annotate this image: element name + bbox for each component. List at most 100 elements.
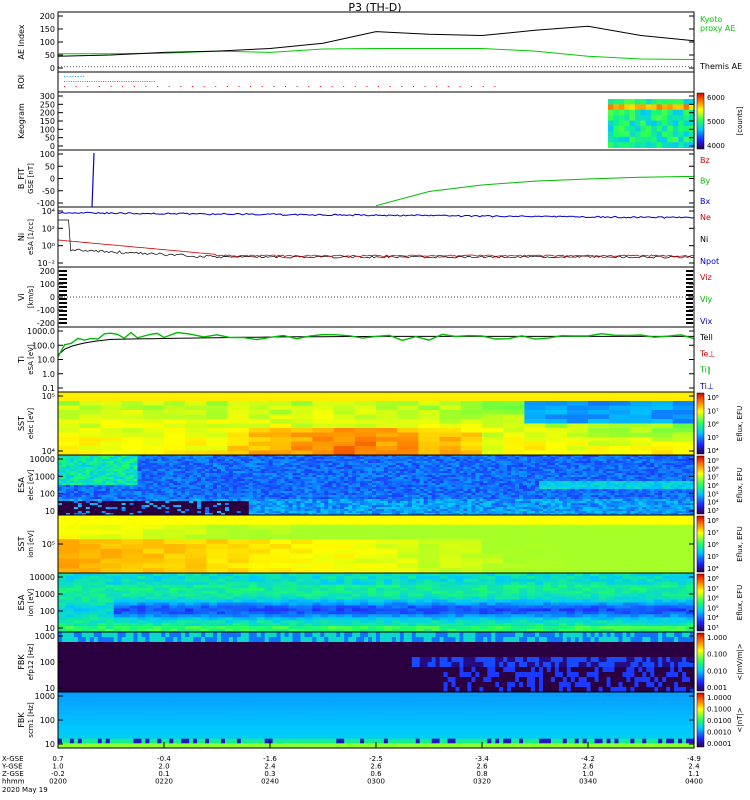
spectro-cell-esa-elec (288, 465, 294, 468)
spectro-cell-esa-elec (419, 485, 425, 488)
spectro-cell-esa-elec (129, 473, 135, 476)
spectro-cell-esa-elec (598, 481, 604, 484)
spectro-cell-esa-elec (427, 501, 433, 504)
spectro-cell-esa-elec (153, 505, 158, 508)
spectro-cell-esa-elec (471, 471, 476, 474)
spectro-cell-esa-elec (62, 507, 67, 510)
spectro-cell-esa-elec (562, 497, 568, 500)
spectro-cell-esa-elec (503, 495, 508, 498)
spectro-cell-esa-elec (622, 479, 628, 482)
spectro-cell-esa-elec (105, 491, 111, 494)
spectro-cell-esa-elec (491, 465, 496, 468)
spectro-cell-esa-elec (300, 493, 306, 496)
spectro-cell-esa-elec (93, 479, 99, 482)
spectro-cell-esa-elec (519, 465, 524, 468)
spectro-cell-esa-elec (105, 489, 111, 492)
spectro-cell-esa-elec (356, 481, 361, 484)
spectro-cell-sst-elec (376, 405, 398, 411)
spectro-cell-esa-elec (626, 497, 631, 500)
spectro-cell-esa-elec (288, 467, 294, 470)
spectro-cell-esa-elec (332, 505, 337, 508)
spectro-cell-esa-elec (435, 487, 441, 490)
spectro-cell-esa-elec (550, 501, 556, 504)
spectro-cell-esa-elec (459, 455, 465, 458)
spectro-cell-esa-elec (173, 459, 178, 462)
spectro-cell-sst-elec (79, 437, 101, 443)
spectro-cell-esa-elec (280, 501, 286, 504)
spectro-cell-esa-elec (407, 513, 413, 516)
spectro-cell-sst-elec (185, 401, 207, 407)
spectro-cell-esa-elec (543, 461, 548, 464)
spectro-cell-esa-elec (304, 477, 310, 480)
spectro-cell-esa-elec (356, 459, 361, 462)
spectro-cell-esa-elec (232, 493, 238, 496)
spectro-cell-esa-elec (558, 493, 564, 496)
spectro-cell-sst-elec (79, 414, 101, 420)
spectro-cell-sst-elec (503, 450, 525, 456)
spectro-cell-esa-elec (451, 459, 457, 462)
spectro-cell-esa-elec (562, 485, 568, 488)
spectro-cell-esa-elec (451, 511, 457, 514)
spectro-cell-esa-elec (121, 483, 127, 486)
spectro-cell-esa-elec (81, 479, 87, 482)
spectro-cell-esa-elec (352, 485, 357, 488)
spectro-cell-esa-elec (344, 507, 349, 510)
spectro-cell-esa-elec (415, 477, 421, 480)
spectro-cell-esa-elec (447, 485, 453, 488)
spectro-cell-esa-elec (62, 477, 67, 480)
spectro-cell-esa-elec (256, 499, 262, 502)
spectro-cell-esa-elec (189, 479, 194, 482)
spectro-cell-esa-elec (459, 487, 465, 490)
spectro-cell-esa-elec (602, 513, 608, 516)
spectro-cell-sst-elec (100, 410, 123, 416)
spectro-cell-esa-elec (634, 513, 639, 516)
spectro-cell-sst-elec (206, 419, 229, 425)
spectro-cell-esa-elec (570, 509, 576, 512)
spectro-cell-esa-elec (495, 505, 500, 508)
spectro-cell-esa-elec (236, 459, 242, 462)
spectro-cell-esa-elec (228, 455, 234, 458)
spectro-cell-esa-elec (244, 485, 250, 488)
spectro-cell-esa-elec (360, 493, 365, 496)
spectro-cell-esa-elec (149, 489, 154, 492)
spectro-cell-esa-elec (622, 465, 628, 468)
spectro-cell-sst-elec (58, 410, 80, 416)
spectro-cell-esa-elec (304, 505, 310, 508)
spectro-cell-esa-elec (654, 463, 659, 466)
spectro-cell-esa-elec (443, 481, 449, 484)
spectro-cell-esa-elec (658, 499, 663, 502)
spectro-cell-esa-elec (535, 455, 540, 458)
spectro-cell-sst-elec (439, 428, 462, 434)
spectro-cell-esa-elec (610, 495, 616, 498)
spectro-cell-esa-elec (296, 513, 302, 516)
spectro-cell-esa-elec (328, 463, 333, 466)
spectro-cell-esa-elec (411, 475, 417, 478)
spectro-cell-esa-elec (89, 491, 95, 494)
spectro-cell-sst-elec (100, 423, 123, 429)
spectro-cell-esa-elec (515, 513, 520, 516)
spectro-cell-esa-elec (590, 463, 596, 466)
spectro-cell-esa-elec (606, 479, 612, 482)
spectro-cell-esa-elec (475, 463, 480, 466)
spectro-cell-esa-elec (360, 459, 365, 462)
spectro-cell-esa-elec (300, 483, 306, 486)
spectro-cell-esa-elec (308, 477, 313, 480)
spectro-cell-esa-elec (69, 509, 75, 512)
spectro-cell-esa-elec (566, 471, 572, 474)
spectro-cell-esa-elec (232, 483, 238, 486)
spectro-cell-esa-elec (646, 489, 651, 492)
spectro-cell-esa-elec (193, 467, 198, 470)
spectro-cell-esa-elec (642, 473, 647, 476)
spectro-cell-esa-elec (539, 485, 544, 488)
spectro-cell-esa-elec (503, 475, 508, 478)
spectro-cell-esa-elec (399, 469, 405, 472)
spectro-cell-esa-elec (380, 483, 385, 486)
spectro-cell-esa-elec (236, 509, 242, 512)
spectro-cell-esa-elec (352, 505, 357, 508)
spectro-cell-esa-elec (574, 497, 580, 500)
spectro-cell-esa-elec (403, 509, 409, 512)
spectro-cell-esa-elec (97, 499, 103, 502)
spectro-cell-esa-elec (519, 487, 524, 490)
spectro-cell-esa-elec (105, 507, 111, 510)
spectro-cell-sst-elec (524, 428, 547, 434)
